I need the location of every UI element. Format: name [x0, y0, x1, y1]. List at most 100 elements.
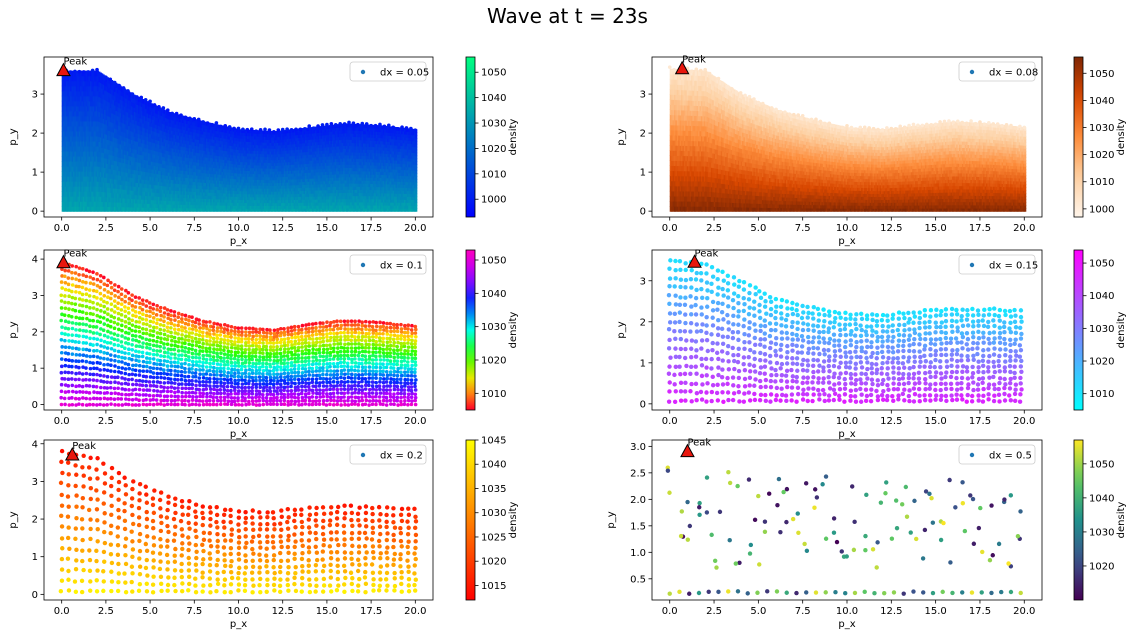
scatter-point [296, 205, 299, 209]
scatter-point [74, 110, 77, 117]
scatter-point [65, 160, 68, 167]
scatter-point [221, 180, 224, 185]
scatter-point [70, 176, 73, 182]
scatter-point [75, 155, 78, 162]
scatter-point [269, 150, 272, 155]
scatter-point [196, 178, 199, 183]
scatter-point [128, 159, 131, 165]
scatter-point [259, 179, 262, 183]
scatter-point [156, 192, 159, 197]
scatter-point [272, 153, 275, 158]
scatter-point [207, 198, 210, 203]
scatter-point [300, 193, 303, 197]
scatter-point [205, 131, 208, 136]
scatter-point [94, 171, 97, 177]
scatter-point [116, 165, 119, 171]
scatter-point [77, 130, 80, 137]
scatter-point [106, 91, 109, 97]
scatter-point [63, 95, 66, 102]
scatter-point [187, 197, 190, 202]
scatter-point [205, 157, 208, 161]
scatter-point [221, 195, 224, 200]
scatter-point [121, 104, 124, 110]
scatter-point [64, 120, 67, 127]
scatter-point [129, 181, 132, 187]
scatter-point [88, 110, 91, 117]
scatter-point [279, 188, 282, 192]
scatter-point [296, 190, 299, 195]
scatter-point [114, 91, 117, 97]
scatter-point [129, 130, 132, 136]
scatter-point [196, 132, 199, 137]
scatter-point [296, 208, 299, 212]
scatter-point [118, 147, 121, 154]
scatter-point [81, 150, 84, 157]
scatter-point [136, 145, 139, 151]
scatter-point [249, 182, 252, 186]
scatter-point [194, 165, 197, 169]
scatter-point [278, 153, 281, 158]
scatter-point [217, 155, 220, 160]
scatter-point [170, 140, 173, 145]
scatter-point [208, 160, 211, 165]
scatter-point [177, 190, 180, 195]
scatter-point [65, 191, 68, 197]
scatter-point [283, 170, 286, 175]
scatter-point [290, 132, 293, 136]
scatter-point [105, 162, 108, 169]
scatter-point [197, 129, 200, 134]
scatter-point [114, 178, 117, 185]
scatter-point [142, 195, 145, 200]
scatter-point [188, 130, 192, 135]
scatter-point [95, 201, 98, 207]
scatter-point [218, 164, 221, 169]
scatter-point [146, 112, 149, 118]
scatter-point [232, 184, 235, 188]
scatter-point [205, 188, 208, 193]
scatter-point [68, 115, 71, 122]
scatter-point [283, 144, 286, 149]
scatter-point [125, 150, 128, 156]
scatter-point [272, 179, 275, 184]
scatter-point [272, 205, 275, 209]
scatter-point [239, 184, 242, 189]
scatter-point [200, 140, 203, 144]
scatter-point [262, 176, 265, 181]
scatter-point [252, 173, 255, 177]
scatter-point [214, 173, 217, 178]
scatter-point [249, 161, 252, 166]
scatter-point [119, 112, 122, 118]
scatter-point [125, 111, 128, 117]
scatter-point [203, 131, 206, 135]
scatter-point [68, 105, 71, 112]
scatter-point [111, 94, 114, 100]
scatter-point [105, 138, 108, 145]
scatter-point [71, 100, 74, 107]
scatter-point [300, 154, 303, 159]
scatter-point [91, 160, 94, 167]
scatter-point [251, 153, 254, 157]
scatter-point [275, 159, 278, 164]
scatter-point [203, 201, 206, 206]
scatter-point [180, 118, 183, 123]
scatter-point [282, 199, 285, 204]
scatter-point [123, 105, 126, 111]
scatter-point [61, 181, 64, 187]
scatter-point [61, 191, 64, 197]
scatter-point [101, 78, 104, 84]
scatter-point [111, 206, 114, 212]
scatter-point [252, 129, 255, 134]
scatter-point [282, 144, 285, 149]
scatter-point [67, 155, 70, 162]
scatter-point [104, 172, 107, 178]
scatter-point [138, 100, 141, 106]
scatter-point [119, 197, 122, 203]
scatter-point [228, 154, 231, 158]
scatter-point [265, 208, 268, 212]
scatter-point [119, 175, 122, 181]
scatter-point [85, 181, 88, 187]
scatter-point [135, 161, 138, 167]
scatter-point [232, 190, 235, 194]
scatter-point [235, 152, 238, 156]
scatter-point [91, 176, 94, 182]
